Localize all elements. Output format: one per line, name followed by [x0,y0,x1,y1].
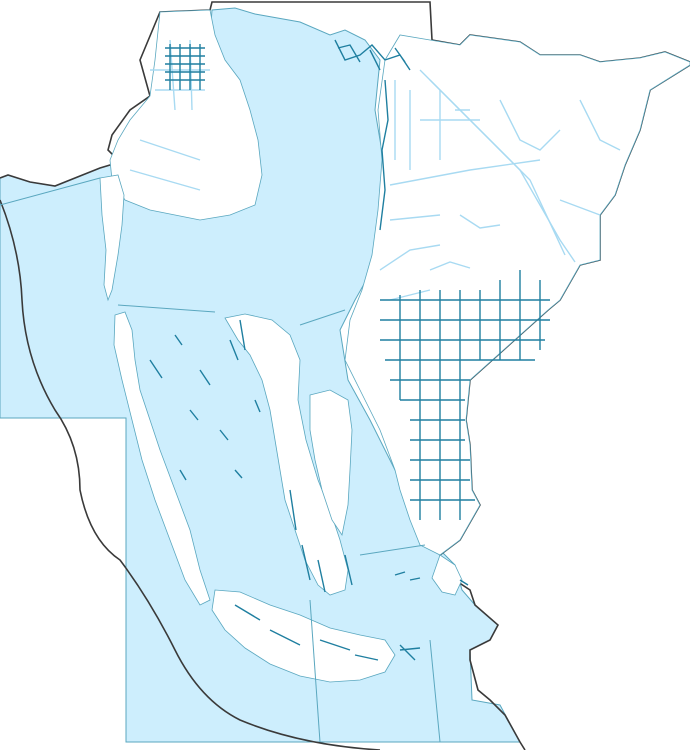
divide-south-2 [429,639,441,743]
western-marsh-marks [149,334,261,481]
east-west-line-1 [389,159,541,186]
divide-south-1 [309,599,321,743]
mainland-east [344,34,690,556]
canals-layer [149,39,550,661]
divide-east-1 [359,544,426,556]
nw-grid [165,44,205,90]
northwest-peninsula [109,9,263,221]
stream-mid [429,214,501,271]
water-divide-lines [0,177,441,743]
eastern-grid [380,270,550,520]
inner-island [309,389,353,537]
southeast-point [431,554,463,596]
long-barrier-island [224,313,349,596]
south-island [211,589,396,683]
harbor-lumps [394,571,469,586]
divide-west-3 [299,309,346,326]
island-shoreline-canals [229,319,353,593]
stream-upper-east [499,99,621,216]
divide-west-2 [117,304,216,313]
north-grid-lines [394,80,480,170]
south-island-canals [234,604,421,661]
south-ridge-lines [379,244,441,301]
land-layer [99,9,690,683]
divide-west-1 [0,177,101,206]
diagonal-road-2 [429,79,566,256]
east-west-line-2 [389,214,441,221]
northern-canal-cluster [334,39,411,231]
west-barrier-strip [113,311,211,606]
north-small-island [99,174,125,302]
